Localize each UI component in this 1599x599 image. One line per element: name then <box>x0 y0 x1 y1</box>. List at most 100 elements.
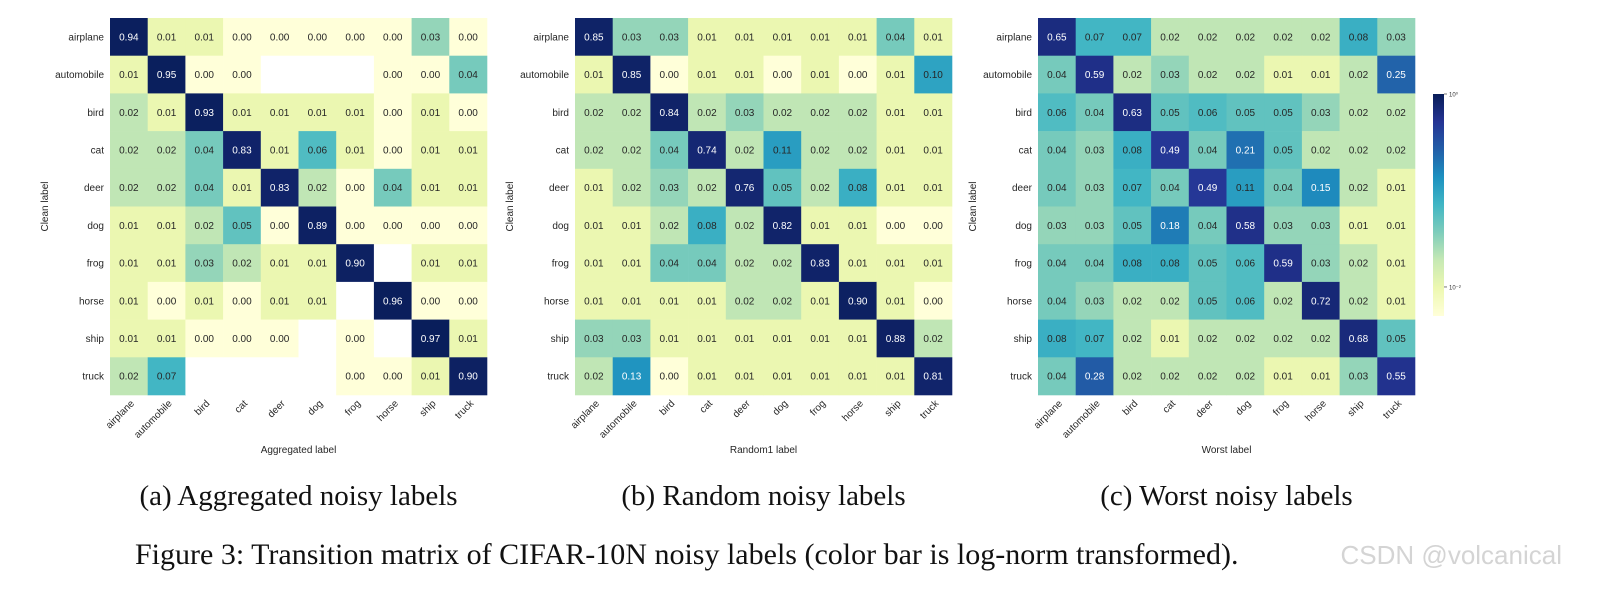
heatmap-cell <box>1151 93 1190 132</box>
heatmap-cell <box>650 357 689 396</box>
heatmap-cell-empty <box>298 55 337 94</box>
heatmap-cell-empty <box>260 357 299 395</box>
heatmap-cell <box>876 168 915 207</box>
heatmap-cell-value: 0.03 <box>660 183 680 194</box>
heatmap-cell-value: 0.00 <box>383 32 403 43</box>
x-tick-label: ship <box>1346 398 1367 419</box>
heatmap-cell-value: 0.01 <box>810 372 830 383</box>
y-tick-label: cat <box>91 145 105 156</box>
heatmap-cell-value: 0.02 <box>1198 372 1218 383</box>
heatmap-cell-value: 0.00 <box>383 372 403 383</box>
heatmap-cell-value: 0.01 <box>886 145 906 156</box>
panel-caption: (a) Aggregated noisy labels <box>139 480 457 512</box>
heatmap-cell-value: 0.02 <box>1349 145 1369 156</box>
heatmap-cell-value: 0.05 <box>1160 108 1180 119</box>
heatmap-cell <box>110 281 148 320</box>
heatmap-cell <box>763 131 802 170</box>
heatmap-cell <box>725 131 764 170</box>
heatmap-cell <box>336 357 375 396</box>
heatmap-cell-value: 0.02 <box>1273 32 1293 43</box>
heatmap-cell-value: 0.81 <box>923 372 943 383</box>
heatmap-cell <box>876 281 915 320</box>
heatmap-cell-value: 0.01 <box>923 259 943 270</box>
heatmap-cell <box>876 206 915 245</box>
heatmap-cell <box>1151 281 1190 320</box>
heatmap-cell-value: 0.01 <box>773 334 793 345</box>
heatmap-cell-value: 0.01 <box>232 108 252 119</box>
heatmap-cell-value: 0.08 <box>1349 32 1369 43</box>
x-tick-label: automobile <box>132 398 175 441</box>
heatmap-cell <box>411 206 450 245</box>
heatmap-cell <box>1226 18 1265 56</box>
heatmap-cell <box>147 281 186 320</box>
heatmap-cell <box>260 18 299 56</box>
x-tick-label: frog <box>808 398 828 418</box>
heatmap-cell <box>185 131 224 170</box>
heatmap-cell-value: 0.04 <box>886 32 906 43</box>
heatmap-cell <box>1339 55 1378 94</box>
heatmap-cell-empty <box>260 55 299 94</box>
heatmap-cell-value: 0.02 <box>1349 259 1369 270</box>
heatmap-cell-empty <box>336 55 374 94</box>
heatmap-cell <box>1188 319 1227 358</box>
heatmap-cell-value: 0.01 <box>735 372 755 383</box>
heatmap-cell <box>688 281 727 320</box>
heatmap-cell <box>1377 168 1416 207</box>
heatmap-cell-value: 0.01 <box>886 296 906 307</box>
heatmap-cell <box>688 357 727 396</box>
heatmap-cell <box>373 93 412 132</box>
heatmap-cell-value: 0.02 <box>697 183 717 194</box>
heatmap-cell <box>1188 357 1227 396</box>
heatmap-cell-value: 0.02 <box>810 108 830 119</box>
heatmap-cell <box>1038 93 1076 132</box>
heatmap-cell-value: 0.02 <box>157 145 177 156</box>
heatmap-cell-value: 0.02 <box>119 183 139 194</box>
heatmap-cell <box>449 281 488 320</box>
heatmap-cell <box>1038 357 1076 396</box>
y-tick-label: deer <box>1012 183 1033 194</box>
heatmap-cell-value: 0.00 <box>270 221 290 232</box>
heatmap-cell <box>411 281 450 320</box>
heatmap-cell <box>914 131 953 170</box>
heatmap-cell <box>1038 131 1076 170</box>
heatmap-cell-value: 0.02 <box>1386 145 1406 156</box>
heatmap-panel-1: 0.94 0.01 0.01 0.00 0.00 0.00 0.00 0.00 0.03 0.00… <box>40 18 488 512</box>
x-tick-label: frog <box>343 398 363 418</box>
heatmap-cell-value: 0.01 <box>308 259 328 270</box>
heatmap-cell <box>1377 281 1416 320</box>
heatmap-cell-value: 0.00 <box>383 70 403 81</box>
heatmap-cell <box>763 168 802 207</box>
heatmap-cell-value: 0.58 <box>1236 221 1256 232</box>
x-tick-label: truck <box>918 398 942 422</box>
heatmap-cell-value: 0.72 <box>1311 296 1331 307</box>
heatmap-cell <box>1038 319 1076 358</box>
heatmap-cell <box>575 319 613 358</box>
heatmap-cell <box>1264 244 1303 283</box>
heatmap-cell <box>185 55 224 94</box>
heatmap-cell <box>876 319 915 358</box>
heatmap-cell-value: 0.05 <box>1123 221 1143 232</box>
x-axis-label: Worst label <box>1202 445 1252 456</box>
y-tick-label: frog <box>1015 259 1032 270</box>
heatmap-cell <box>650 18 689 56</box>
heatmap-cell <box>914 18 953 56</box>
heatmap-cell <box>110 18 148 56</box>
y-tick-label: automobile <box>55 70 104 81</box>
x-tick-label: deer <box>1194 398 1216 420</box>
heatmap-cell <box>298 93 337 132</box>
heatmap-cell-value: 0.05 <box>1273 145 1293 156</box>
heatmap-cell <box>449 93 488 132</box>
heatmap-cell-value: 0.04 <box>697 259 717 270</box>
y-tick-label: truck <box>547 372 570 383</box>
heatmap-cell <box>1301 244 1340 283</box>
heatmap-cell-value: 0.01 <box>622 259 642 270</box>
heatmap-cell-value: 0.02 <box>584 372 604 383</box>
heatmap-cell-value: 0.07 <box>1123 32 1143 43</box>
heatmap-cell-value: 0.03 <box>622 32 642 43</box>
x-tick-label: automobile <box>597 398 640 441</box>
heatmap-cell-value: 0.00 <box>345 221 365 232</box>
heatmap-cell-value: 0.02 <box>1349 70 1369 81</box>
y-tick-label: cat <box>556 145 570 156</box>
heatmap-cell <box>612 55 651 94</box>
heatmap-cell <box>575 281 613 320</box>
